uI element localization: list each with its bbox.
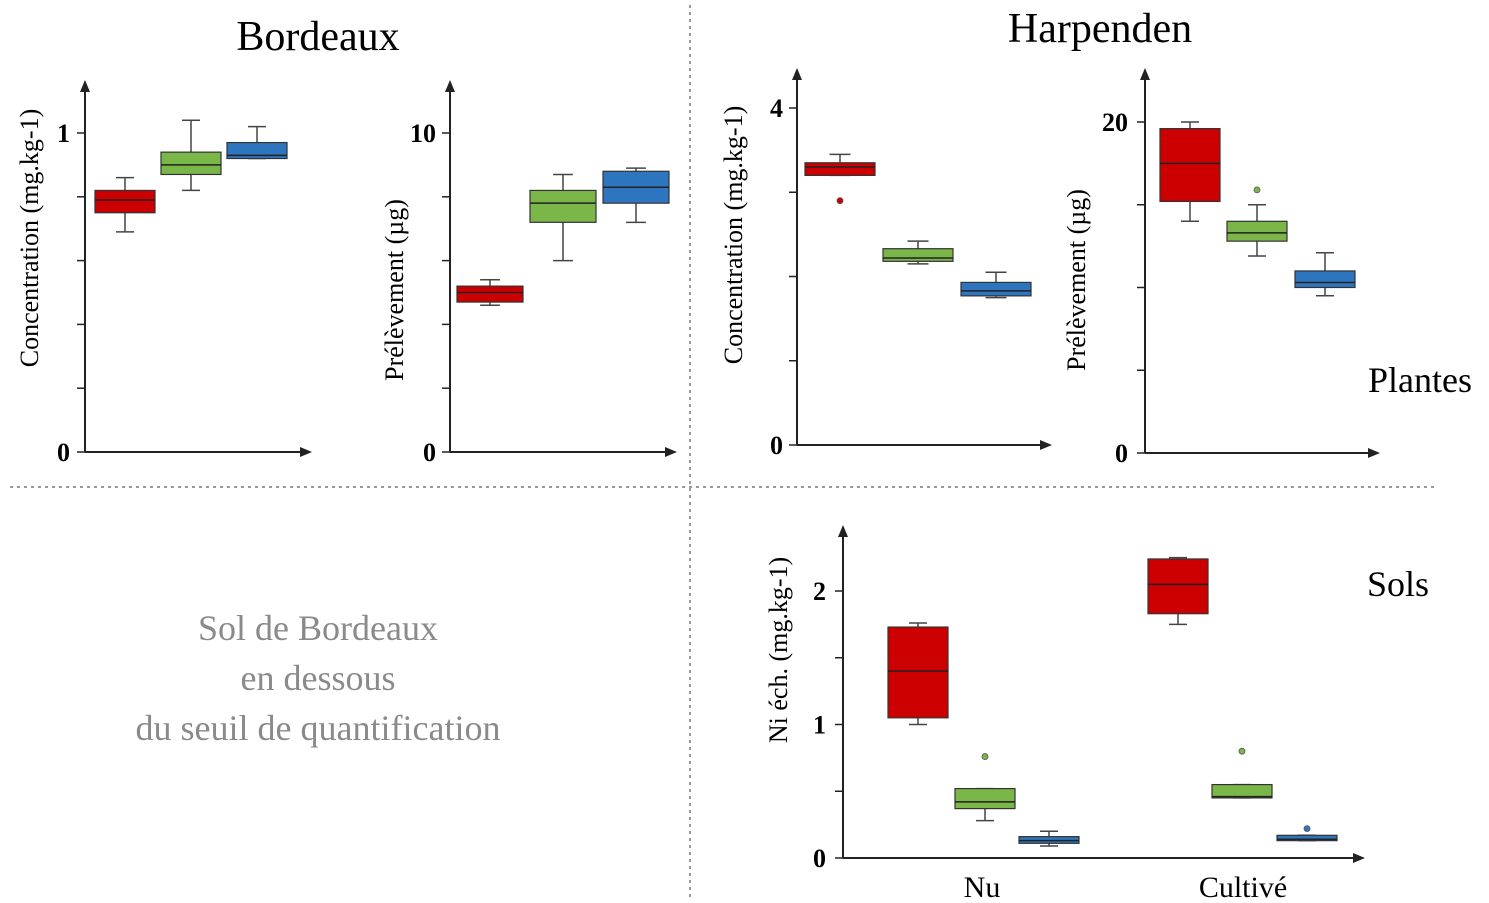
sols-label: Sols (1367, 564, 1429, 604)
harpenden-soil-box-blue (1276, 834, 1338, 842)
bordeaux-concentration-ytick-label: 1 (57, 119, 70, 148)
harpenden-uptake-y-label: Prélèvement (µg) (1062, 189, 1091, 371)
bordeaux-concentration-y-label: Concentration (mg.kg-1) (15, 109, 44, 368)
bordeaux-uptake-y-label: Prélèvement (µg) (380, 199, 409, 381)
harpenden-soil-box-green-outlier (1238, 747, 1246, 755)
harpenden-soil-box-green (1211, 783, 1273, 799)
harpenden-soil-y-label: Ni éch. (mg.kg-1) (764, 557, 793, 743)
harpenden-uptake-box-red (1159, 128, 1221, 203)
harpenden-soil-box-red (887, 626, 949, 719)
harpenden-soil-ytick-label: 2 (813, 577, 826, 606)
harpenden-uptake-ytick-label: 20 (1102, 108, 1128, 137)
harpenden-concentration-y-axis-arrow (792, 68, 802, 80)
harpenden-concentration-ytick-label: 0 (770, 431, 783, 460)
bordeaux-uptake-ytick-label: 10 (410, 119, 436, 148)
harpenden-uptake-box-blue (1294, 270, 1356, 289)
bordeaux-uptake-x-axis-arrow (665, 447, 677, 457)
note-line-2: en dessous (241, 658, 396, 698)
harpenden-uptake-box-green (1226, 220, 1288, 242)
harpenden-uptake-y-axis-arrow (1140, 68, 1150, 80)
harpenden-concentration-y-label: Concentration (mg.kg-1) (719, 106, 748, 365)
bordeaux-concentration-box-blue (226, 141, 288, 160)
bordeaux-concentration-box-green (160, 151, 222, 176)
note-line-1: Sol de Bordeaux (198, 608, 438, 648)
harpenden-soil-x-category: Nu (964, 871, 1001, 903)
harpenden-concentration-box-red-outlier (836, 197, 844, 205)
harpenden-soil-x-category: Cultivé (1199, 871, 1287, 903)
harpenden-uptake-ytick-label: 0 (1115, 439, 1128, 468)
harpenden-soil-ytick-label: 1 (813, 711, 826, 740)
bordeaux-concentration-box-red (94, 189, 156, 214)
harpenden-soil-box-red (1147, 558, 1209, 615)
harpenden-uptake-box-green-outlier (1253, 186, 1261, 194)
harpenden-concentration-box-blue (960, 281, 1032, 297)
bordeaux-concentration-x-axis-arrow (300, 447, 312, 457)
harpenden-concentration-x-axis-arrow (1040, 440, 1052, 450)
harpenden-soil-y-axis-arrow (838, 525, 848, 537)
plantes-label: Plantes (1368, 360, 1472, 400)
harpenden-soil-ytick-label: 0 (813, 844, 826, 873)
bordeaux-title: Bordeaux (236, 14, 399, 60)
bordeaux-uptake-ytick-label: 0 (423, 438, 436, 467)
note-line-3: du seuil de quantification (136, 708, 501, 748)
harpenden-title: Harpenden (1008, 6, 1192, 52)
bordeaux-uptake-box-green (529, 189, 597, 223)
harpenden-soil-box-blue-outlier (1303, 825, 1311, 833)
bordeaux-concentration-y-axis-arrow (80, 80, 90, 92)
harpenden-soil-box-green (954, 787, 1016, 810)
bordeaux-uptake-y-axis-arrow (445, 80, 455, 92)
harpenden-concentration-box-red (804, 162, 876, 176)
harpenden-concentration-box-green (882, 248, 954, 262)
harpenden-soil-x-axis-arrow (1353, 853, 1365, 863)
harpenden-uptake-x-axis-arrow (1368, 448, 1380, 458)
bordeaux-uptake-box-red (456, 285, 524, 303)
harpenden-concentration-ytick-label: 4 (770, 94, 783, 123)
harpenden-soil-box-green-outlier (981, 753, 989, 760)
bordeaux-concentration-ytick-label: 0 (57, 438, 70, 467)
